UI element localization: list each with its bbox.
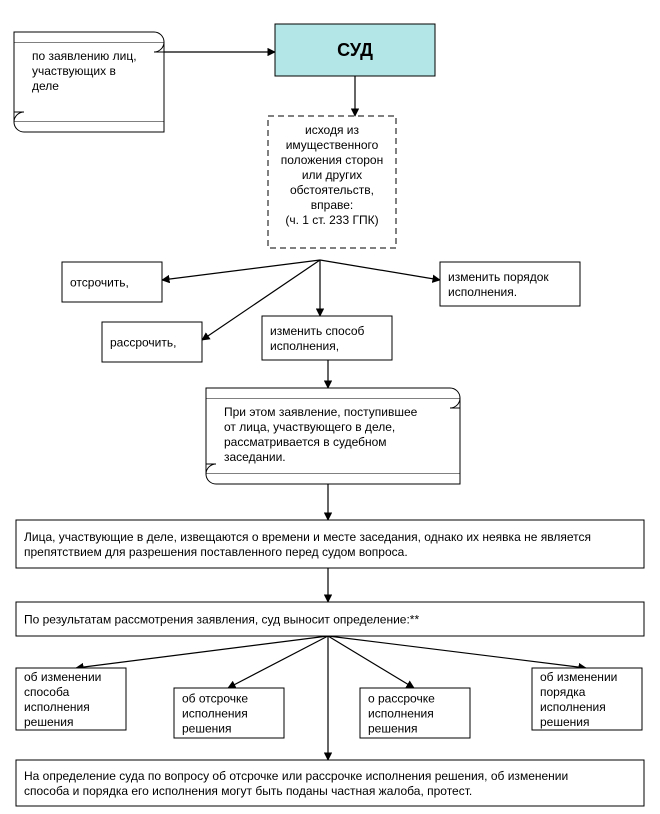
- svg-text:об изменении: об изменении: [540, 670, 617, 684]
- svg-text:исполнения: исполнения: [368, 707, 434, 721]
- svg-text:по заявлению лиц,: по заявлению лиц,: [32, 49, 137, 63]
- svg-text:способа и порядка его исполнен: способа и порядка его исполнения могут б…: [24, 784, 472, 798]
- svg-text:или других: или других: [302, 168, 362, 182]
- svg-text:исходя из: исходя из: [305, 123, 360, 137]
- opt_change_method: [262, 316, 392, 360]
- svg-text:изменить порядок: изменить порядок: [448, 270, 549, 284]
- svg-text:изменить способ: изменить способ: [270, 324, 365, 338]
- svg-text:исполнения: исполнения: [540, 700, 606, 714]
- svg-text:способа: способа: [24, 685, 70, 699]
- svg-text:исполнения: исполнения: [24, 700, 90, 714]
- svg-text:об изменении: об изменении: [24, 670, 101, 684]
- svg-text:Лица, участвующие в деле, изве: Лица, участвующие в деле, извещаются о в…: [24, 530, 591, 544]
- appeal_box: [16, 760, 644, 806]
- svg-text:деле: деле: [32, 79, 59, 93]
- svg-text:рассматривается в судебном: рассматривается в судебном: [224, 435, 387, 449]
- svg-text:положения сторон: положения сторон: [281, 153, 383, 167]
- svg-text:участвующих в: участвующих в: [32, 64, 116, 78]
- svg-text:об отсрочке: об отсрочке: [182, 692, 248, 706]
- svg-text:отсрочить,: отсрочить,: [70, 276, 129, 290]
- svg-text:исполнения,: исполнения,: [270, 339, 339, 353]
- svg-text:от лица, участвующего в деле,: от лица, участвующего в деле,: [224, 420, 395, 434]
- svg-text:препятствием для разрешения по: препятствием для разрешения поставленног…: [24, 545, 408, 559]
- svg-text:При этом заявление, поступивше: При этом заявление, поступившее: [224, 405, 418, 419]
- svg-text:решения: решения: [24, 715, 73, 729]
- svg-text:исполнения: исполнения: [182, 707, 248, 721]
- svg-text:порядка: порядка: [540, 685, 586, 699]
- svg-text:заседании.: заседании.: [224, 450, 286, 464]
- svg-text:рассрочить,: рассрочить,: [110, 336, 176, 350]
- svg-text:На определение суда по вопросу: На определение суда по вопросу об отсроч…: [24, 769, 568, 783]
- notice_box: [16, 520, 644, 568]
- svg-text:исполнения.: исполнения.: [448, 285, 517, 299]
- svg-text:решения: решения: [368, 722, 417, 736]
- svg-text:(ч. 1 ст. 233 ГПК): (ч. 1 ст. 233 ГПК): [285, 213, 378, 227]
- opt_change_order: [440, 262, 580, 306]
- svg-text:решения: решения: [540, 715, 589, 729]
- svg-text:решения: решения: [182, 722, 231, 736]
- svg-text:вправе:: вправе:: [311, 198, 353, 212]
- svg-text:СУД: СУД: [337, 40, 373, 60]
- svg-text:По результатам рассмотрения за: По результатам рассмотрения заявления, с…: [24, 613, 419, 627]
- svg-text:имущественного: имущественного: [286, 138, 379, 152]
- svg-text:обстоятельств,: обстоятельств,: [290, 183, 374, 197]
- svg-text:о рассрочке: о рассрочке: [368, 692, 435, 706]
